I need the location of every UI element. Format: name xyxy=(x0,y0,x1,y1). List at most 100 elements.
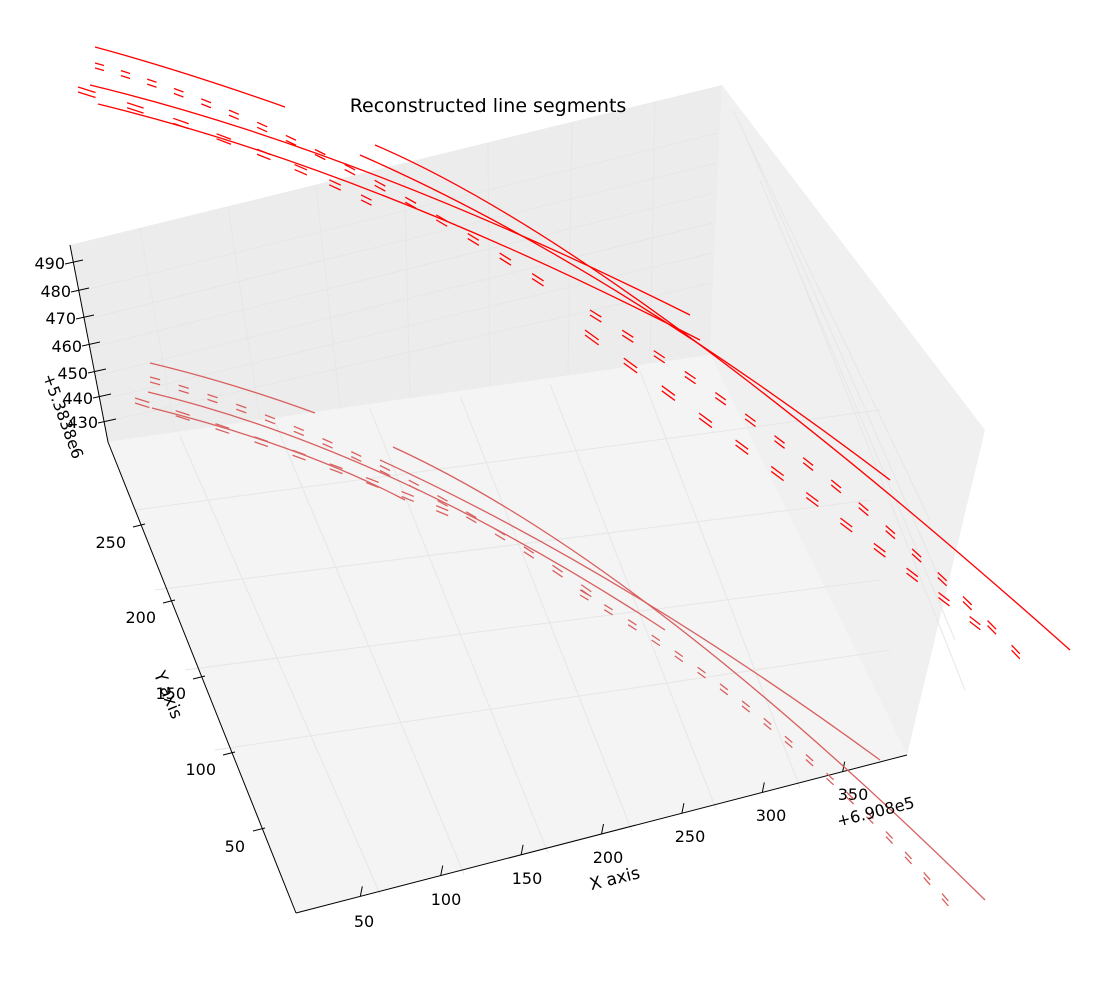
upper-dashed-segment xyxy=(653,355,666,364)
lower-dashed-segment xyxy=(805,754,814,762)
z-tick-mark xyxy=(87,368,107,374)
lower-dashed-segment xyxy=(350,456,362,462)
upper-dashed-segment xyxy=(840,522,853,533)
lower-dashed-segment xyxy=(674,650,684,658)
upper-dashed-segment xyxy=(873,547,886,558)
lower-dashed-segment xyxy=(149,376,161,381)
z-tick-label: 480 xyxy=(40,282,71,301)
upper-dashed-segment xyxy=(344,168,356,176)
upper-dashed-segment xyxy=(1011,644,1021,655)
upper-dashed-segment xyxy=(201,103,212,109)
x-axis-label: X axis xyxy=(588,863,643,895)
lower-dashed-segment xyxy=(763,717,772,726)
upper-dashed-segment xyxy=(744,418,756,427)
gridline xyxy=(103,282,712,423)
upper-dashed-segment xyxy=(937,572,948,582)
lower-solid-line xyxy=(392,446,986,901)
upper-dashed-segment xyxy=(499,257,512,266)
upper-dashed-segment xyxy=(467,237,480,246)
upper-dashed-segment xyxy=(802,457,814,466)
lower-dashed-segment xyxy=(603,609,614,616)
lower-dashed-segment xyxy=(408,479,420,487)
upper-dashed-segment xyxy=(911,548,922,558)
upper-dashed-segment xyxy=(987,625,997,635)
upper-dashed-segment xyxy=(314,153,326,161)
lower-dashed-segment xyxy=(627,619,637,626)
lower-dashed-segment xyxy=(264,414,276,420)
lower-dashed-segment xyxy=(379,464,391,472)
lower-dashed-segment xyxy=(178,384,190,389)
lower-dashed-segment xyxy=(215,428,230,434)
lower-dashed-segment xyxy=(401,490,415,498)
lower-dashed-segment xyxy=(293,425,305,432)
gridline xyxy=(154,499,871,591)
upper-dashed-segment xyxy=(770,465,784,477)
upper-dashed-segment xyxy=(228,109,240,115)
lower-dashed-segment xyxy=(437,500,448,507)
z-tick-label: 490 xyxy=(34,254,65,273)
upper-dashed-segment xyxy=(840,517,853,528)
upper-dashed-segment xyxy=(360,194,372,201)
y-tick-label: 100 xyxy=(185,760,216,779)
lower-dashed-segment xyxy=(846,796,855,805)
x-tick-mark xyxy=(601,823,604,835)
lower-dashed-segment xyxy=(580,584,592,593)
z-tick-label: 440 xyxy=(62,389,93,408)
lower-dashed-segment xyxy=(465,511,477,519)
lower-dashed-segment xyxy=(178,389,190,394)
lower-dashed-segment xyxy=(741,705,751,713)
lower-solid-line xyxy=(379,459,881,761)
y-tick-mark xyxy=(162,599,176,604)
upper-solid-line xyxy=(94,46,286,108)
lower-dashed-segment xyxy=(408,484,420,492)
lower-dashed-segment xyxy=(350,451,362,457)
upper-dashed-segment xyxy=(714,391,727,401)
y-tick-mark xyxy=(132,523,146,528)
lower-dashed-segment xyxy=(379,469,391,477)
upper-dashed-segment xyxy=(684,375,696,385)
upper-dashed-segment xyxy=(621,329,634,338)
y-tick-label: 250 xyxy=(95,533,126,552)
x-tick-mark xyxy=(359,886,363,897)
back-pane xyxy=(70,85,722,442)
gridline xyxy=(567,121,573,374)
upper-dashed-segment xyxy=(969,620,981,631)
upper-dashed-segment xyxy=(805,491,819,503)
lower-dashed-segment xyxy=(465,516,477,524)
upper-dashed-segment xyxy=(126,107,144,114)
x-tick-mark xyxy=(520,844,524,855)
upper-dashed-segment xyxy=(173,122,189,130)
z-tick-label: 460 xyxy=(51,337,82,356)
upper-dashed-segment xyxy=(774,440,785,449)
lower-dashed-segment xyxy=(329,468,343,475)
z-tick-label: 450 xyxy=(57,364,88,383)
lower-dashed-segment xyxy=(254,436,269,443)
upper-dashed-segment xyxy=(661,385,676,396)
z-axis-line xyxy=(69,244,109,443)
upper-dashed-segment xyxy=(256,148,271,156)
lower-dashed-segment xyxy=(322,437,333,444)
lower-dashed-segment xyxy=(523,546,535,554)
upper-dashed-segment xyxy=(735,439,749,450)
lower-dashed-segment xyxy=(651,634,661,642)
upper-dashed-segment xyxy=(770,470,784,482)
axis-panes xyxy=(70,85,985,913)
lower-dashed-segment xyxy=(923,872,931,881)
upper-dashed-segment xyxy=(404,201,417,209)
lower-dashed-segment xyxy=(885,836,894,845)
chart-title: Reconstructed line segments xyxy=(350,95,627,117)
lower-dashed-segment xyxy=(866,816,874,825)
lower-dashed-segment xyxy=(579,594,589,601)
z-tick-mark xyxy=(97,418,117,424)
z-tick-mark xyxy=(81,341,101,347)
lower-dashed-segment xyxy=(175,410,190,416)
floor-pane xyxy=(108,355,907,913)
x-tick-mark xyxy=(440,865,444,876)
lower-dashed-segment xyxy=(784,740,793,749)
upper-dashed-segment xyxy=(531,278,544,287)
y-tick-label: 50 xyxy=(225,837,245,856)
upper-dashed-segment xyxy=(173,117,189,125)
lower-dashed-segment xyxy=(494,528,506,536)
lower-dashed-segment xyxy=(784,735,793,744)
